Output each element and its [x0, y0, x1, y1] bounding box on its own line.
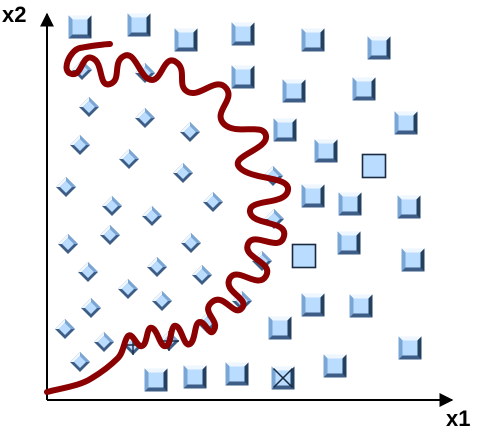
square-point [301, 28, 325, 52]
square-point [127, 13, 151, 37]
square-point [174, 28, 198, 52]
diamond-point [142, 206, 162, 226]
diamond-point [79, 97, 99, 117]
diamond-point [81, 298, 101, 318]
square-point [291, 243, 317, 269]
square-point [225, 362, 249, 386]
square-point [273, 118, 297, 142]
decision-boundary-curve [44, 41, 291, 395]
y-axis-label: x2 [2, 2, 26, 27]
square-point [144, 368, 168, 392]
square-point [323, 354, 347, 378]
diamond-point [180, 122, 200, 142]
square-point [352, 77, 376, 101]
diamond-point [70, 352, 90, 372]
diamond-point [55, 319, 75, 339]
diamond-point [203, 192, 223, 212]
square-point [349, 294, 373, 318]
square-point [68, 15, 92, 39]
diamond-point [78, 262, 98, 282]
square-point [314, 139, 338, 163]
diamond-point [135, 108, 155, 128]
square-point [394, 111, 418, 135]
diamond-point [70, 135, 90, 155]
square-point [301, 184, 325, 208]
square-point [183, 365, 207, 389]
square-point [367, 36, 391, 60]
square-point [401, 248, 425, 272]
square-point [338, 192, 362, 216]
diamond-point [102, 196, 122, 216]
square-point [337, 231, 361, 255]
diamond-point [118, 279, 138, 299]
diamond-point [181, 233, 201, 253]
square-point [397, 195, 421, 219]
diamond-point [100, 225, 120, 245]
diamond-point [56, 177, 76, 197]
square-point-crossed [271, 366, 295, 390]
square-point [301, 293, 325, 317]
diamond-point [119, 149, 139, 169]
data-points [55, 13, 425, 392]
diamond-point [173, 163, 193, 183]
diamond-point [94, 332, 114, 352]
diamond-point [192, 265, 212, 285]
square-point [398, 336, 422, 360]
diamond-point [152, 291, 172, 311]
square-point [268, 316, 292, 340]
x-axis-label: x1 [446, 406, 470, 431]
diamond-point [58, 234, 78, 254]
square-point [361, 153, 387, 179]
square-point [282, 79, 306, 103]
square-point [231, 22, 255, 46]
square-point [231, 65, 255, 89]
diamond-point [147, 257, 167, 277]
